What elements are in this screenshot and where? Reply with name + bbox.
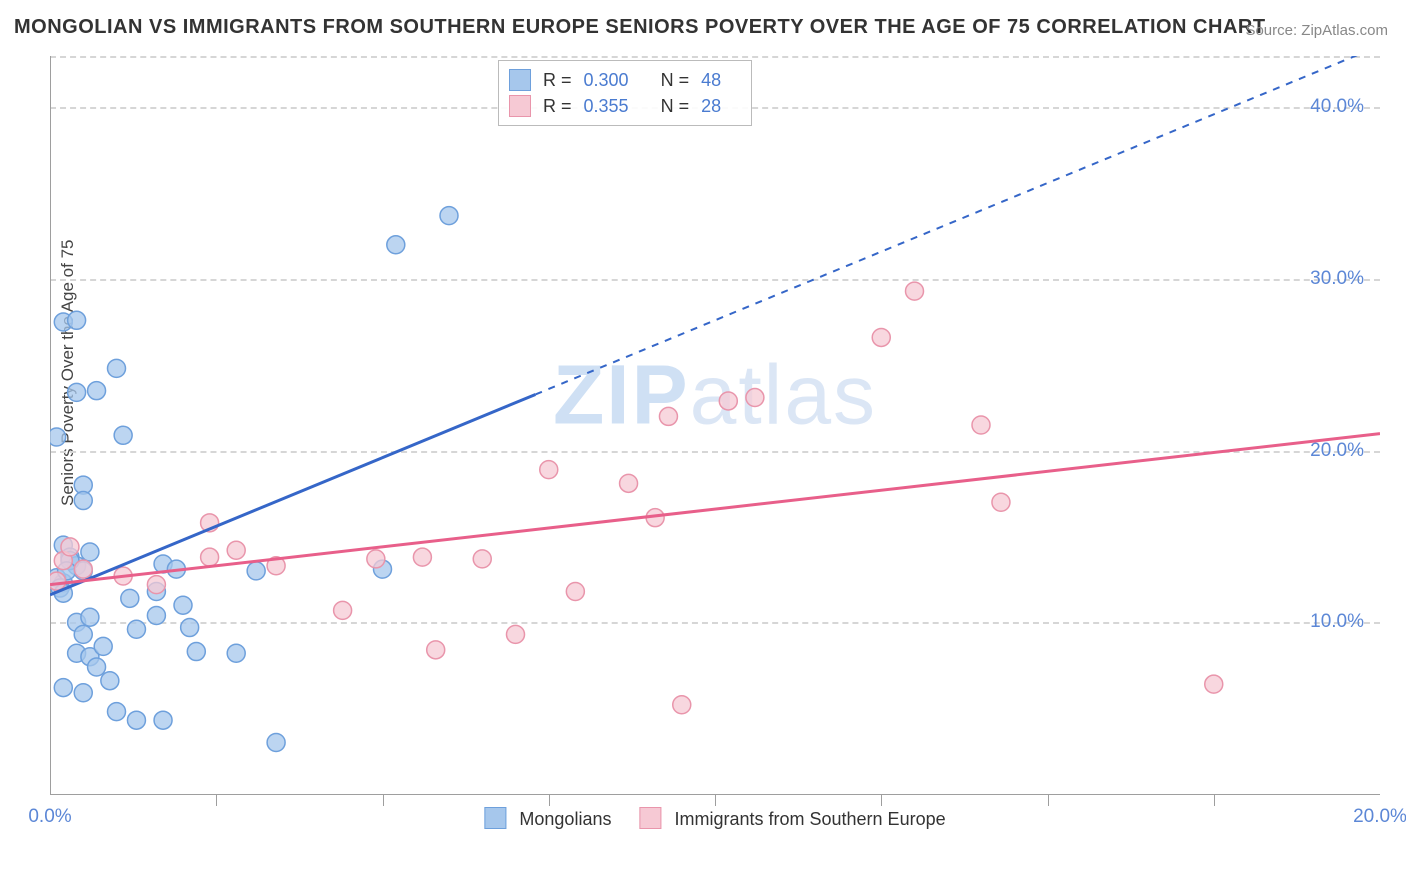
scatter-point [620,474,638,492]
r-label: R = [543,67,572,93]
scatter-point [719,392,737,410]
swatch-series-2 [509,95,531,117]
n-value-2: 28 [701,93,721,119]
scatter-point [61,538,79,556]
n-label: N = [661,93,690,119]
scatter-point [81,608,99,626]
n-value-1: 48 [701,67,721,93]
scatter-point [147,607,165,625]
scatter-point [174,596,192,614]
scatter-point [906,282,924,300]
scatter-point [108,703,126,721]
x-tick-label: 0.0% [28,806,71,828]
scatter-point [50,572,66,590]
scatter-point [440,207,458,225]
series-legend: Mongolians Immigrants from Southern Euro… [484,807,945,830]
r-value-2: 0.355 [584,93,629,119]
scatter-plot: Seniors Poverty Over the Age of 75 ZIPat… [50,56,1380,826]
stats-row-2: R = 0.355 N = 28 [509,93,741,119]
scatter-point [121,589,139,607]
scatter-point [746,389,764,407]
scatter-point [673,696,691,714]
scatter-point [154,711,172,729]
legend-item-2: Immigrants from Southern Europe [639,807,945,830]
scatter-point [872,328,890,346]
scatter-point [81,543,99,561]
scatter-point [413,548,431,566]
scatter-point [267,734,285,752]
legend-label-1: Mongolians [519,809,611,829]
scatter-point [540,461,558,479]
scatter-point [147,576,165,594]
n-label: N = [661,67,690,93]
scatter-point [181,619,199,637]
scatter-point [74,560,92,578]
scatter-point [74,625,92,643]
scatter-point [247,562,265,580]
stats-legend: R = 0.300 N = 48 R = 0.355 N = 28 [498,60,752,126]
scatter-point [127,620,145,638]
x-minor-tick [1214,794,1215,806]
r-value-1: 0.300 [584,67,629,93]
scatter-point [427,641,445,659]
scatter-point [566,582,584,600]
scatter-point [659,407,677,425]
scatter-point [201,548,219,566]
stats-row-1: R = 0.300 N = 48 [509,67,741,93]
source-label: Source: ZipAtlas.com [1245,22,1388,39]
scatter-point [114,426,132,444]
scatter-point [187,643,205,661]
scatter-point [88,658,106,676]
scatter-point [54,679,72,697]
scatter-point [507,625,525,643]
r-label: R = [543,93,572,119]
scatter-point [74,492,92,510]
x-minor-tick [383,794,384,806]
scatter-point [473,550,491,568]
scatter-point [50,428,66,446]
scatter-point [74,684,92,702]
swatch-series-1 [484,807,506,829]
scatter-point [68,311,86,329]
scatter-point [101,672,119,690]
legend-label-2: Immigrants from Southern Europe [674,809,945,829]
x-tick-label: 20.0% [1353,806,1406,828]
scatter-point [387,236,405,254]
scatter-point [367,550,385,568]
swatch-series-1 [509,69,531,91]
scatter-point [227,541,245,559]
scatter-point [334,601,352,619]
plot-svg [50,56,1380,826]
scatter-point [1205,675,1223,693]
scatter-point [972,416,990,434]
regression-line [50,434,1380,585]
scatter-point [127,711,145,729]
x-minor-tick [1048,794,1049,806]
scatter-point [227,644,245,662]
chart-title: MONGOLIAN VS IMMIGRANTS FROM SOUTHERN EU… [14,16,1266,39]
scatter-point [108,359,126,377]
scatter-point [88,382,106,400]
scatter-point [94,637,112,655]
scatter-point [992,493,1010,511]
x-minor-tick [881,794,882,806]
x-minor-tick [216,794,217,806]
legend-item-1: Mongolians [484,807,611,830]
regression-line [50,394,535,594]
x-minor-tick [715,794,716,806]
swatch-series-2 [639,807,661,829]
x-minor-tick [549,794,550,806]
scatter-point [68,383,86,401]
